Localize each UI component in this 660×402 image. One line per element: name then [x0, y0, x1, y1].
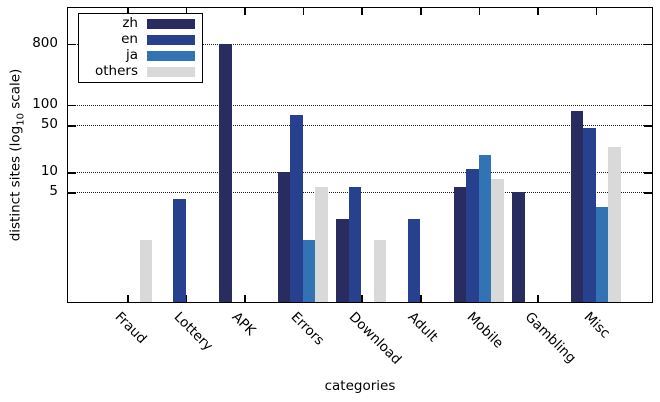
bar-others-mobile [491, 178, 504, 303]
gridline-800 [68, 43, 652, 45]
y-axis-title: distinct sites (log10 scale) [8, 69, 27, 242]
legend-row-others: others [79, 64, 202, 80]
x-tick-label-fraud: Fraud [111, 309, 150, 347]
x-tick-label-misc: Misc [580, 309, 613, 342]
legend-label-others: others [95, 63, 138, 80]
x-tick-bottom-gambling [537, 295, 539, 302]
x-axis-title: categories [324, 378, 396, 394]
y-tick-right-50 [644, 125, 652, 127]
x-tick-bottom-download [361, 295, 363, 302]
gridline-50 [68, 125, 652, 127]
bar-en-errors [290, 115, 303, 303]
bar-en-mobile [466, 169, 479, 303]
bar-en-download [348, 187, 362, 303]
x-tick-top-download [361, 8, 363, 15]
y-tick-left-5 [68, 192, 76, 194]
x-tick-top-fraud [127, 8, 129, 15]
bar-ja-errors [302, 239, 316, 303]
x-tick-top-adult [420, 8, 422, 15]
x-tick-top-gambling [537, 8, 539, 15]
x-tick-top-apk [244, 8, 246, 15]
x-tick-label-gambling: Gambling [521, 309, 580, 367]
y-tick-label: 100 [32, 95, 58, 112]
x-tick-label-lottery: Lottery [170, 309, 216, 355]
y-tick-left-100 [68, 104, 76, 107]
legend-swatch-others [147, 67, 195, 77]
legend-row-zh: zh [79, 16, 202, 32]
bar-zh-mobile [453, 187, 467, 303]
x-tick-bottom-fraud [127, 295, 129, 302]
legend-label-ja: ja [125, 47, 138, 64]
bar-zh-gambling [512, 192, 525, 303]
legend-swatch-en [147, 35, 195, 45]
x-tick-label-adult: Adult [404, 309, 441, 346]
y-tick-right-800 [644, 43, 652, 46]
x-tick-top-lottery [185, 8, 188, 15]
y-tick-right-10 [644, 172, 652, 174]
legend-swatch-ja [147, 51, 195, 61]
bar-ja-mobile [478, 154, 492, 303]
legend-label-zh: zh [122, 15, 138, 32]
y-tick-left-50 [68, 125, 76, 127]
legend: zh en ja others [78, 13, 203, 83]
bar-zh-download [336, 219, 349, 303]
x-tick-top-misc [595, 8, 598, 15]
bar-zh-errors [277, 172, 291, 303]
x-tick-label-errors: Errors [287, 309, 328, 349]
y-tick-label: 50 [40, 116, 58, 133]
x-tick-bottom-apk [244, 295, 246, 302]
y-tick-left-10 [68, 172, 76, 174]
y-tick-label: 5 [49, 183, 58, 200]
legend-row-ja: ja [79, 48, 202, 64]
y-tick-right-5 [644, 192, 652, 194]
bar-zh-apk [219, 43, 232, 303]
bar-others-download [373, 239, 387, 303]
bar-zh-misc [570, 111, 584, 303]
x-tick-top-mobile [478, 8, 481, 15]
x-tick-top-errors [302, 8, 305, 15]
bar-others-misc [608, 146, 621, 303]
y-tick-label: 10 [40, 163, 58, 180]
y-tick-label: 800 [32, 34, 58, 51]
x-tick-label-mobile: Mobile [463, 309, 506, 352]
legend-swatch-zh [147, 19, 195, 29]
bar-en-adult [407, 219, 420, 303]
plot-area [67, 7, 653, 303]
gridline-10 [68, 172, 652, 174]
x-tick-label-apk: APK [228, 309, 259, 339]
y-tick-right-100 [644, 104, 652, 107]
x-tick-label-download: Download [346, 309, 405, 368]
bar-others-errors [315, 187, 328, 303]
x-tick-bottom-lottery [185, 295, 188, 302]
y-tick-left-800 [68, 43, 76, 46]
bar-ja-misc [595, 207, 609, 303]
legend-row-en: en [79, 32, 202, 48]
bar-en-misc [583, 128, 596, 303]
gridline-100 [68, 104, 652, 106]
x-tick-bottom-adult [420, 295, 422, 302]
bar-others-fraud [139, 239, 152, 303]
bar-en-lottery [173, 199, 186, 303]
legend-label-en: en [121, 31, 138, 48]
